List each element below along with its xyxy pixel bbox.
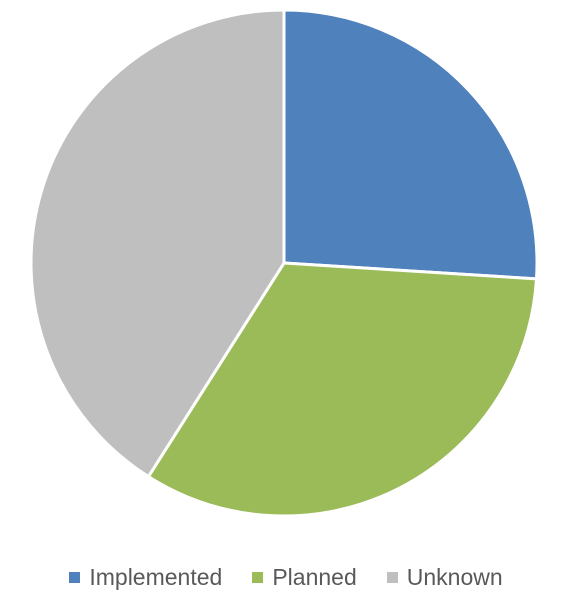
legend-label-unknown: Unknown — [406, 564, 503, 590]
legend-item-implemented: Implemented — [69, 566, 222, 589]
pie-slice-implemented — [282, 8, 539, 281]
legend-item-planned: Planned — [252, 564, 357, 590]
legend-item-unknown: Unknown — [386, 564, 503, 590]
chart-legend: Implemented Planned Unknown — [0, 566, 572, 589]
legend-label-implemented: Implemented — [89, 564, 223, 590]
pie-slice-unknown — [29, 8, 286, 479]
legend-swatch-implemented — [69, 572, 81, 583]
pie-chart-area — [29, 8, 539, 518]
legend-label-planned: Planned — [272, 564, 357, 590]
legend-swatch-unknown — [386, 572, 398, 583]
pie-chart — [29, 8, 539, 518]
legend-swatch-planned — [252, 572, 264, 583]
